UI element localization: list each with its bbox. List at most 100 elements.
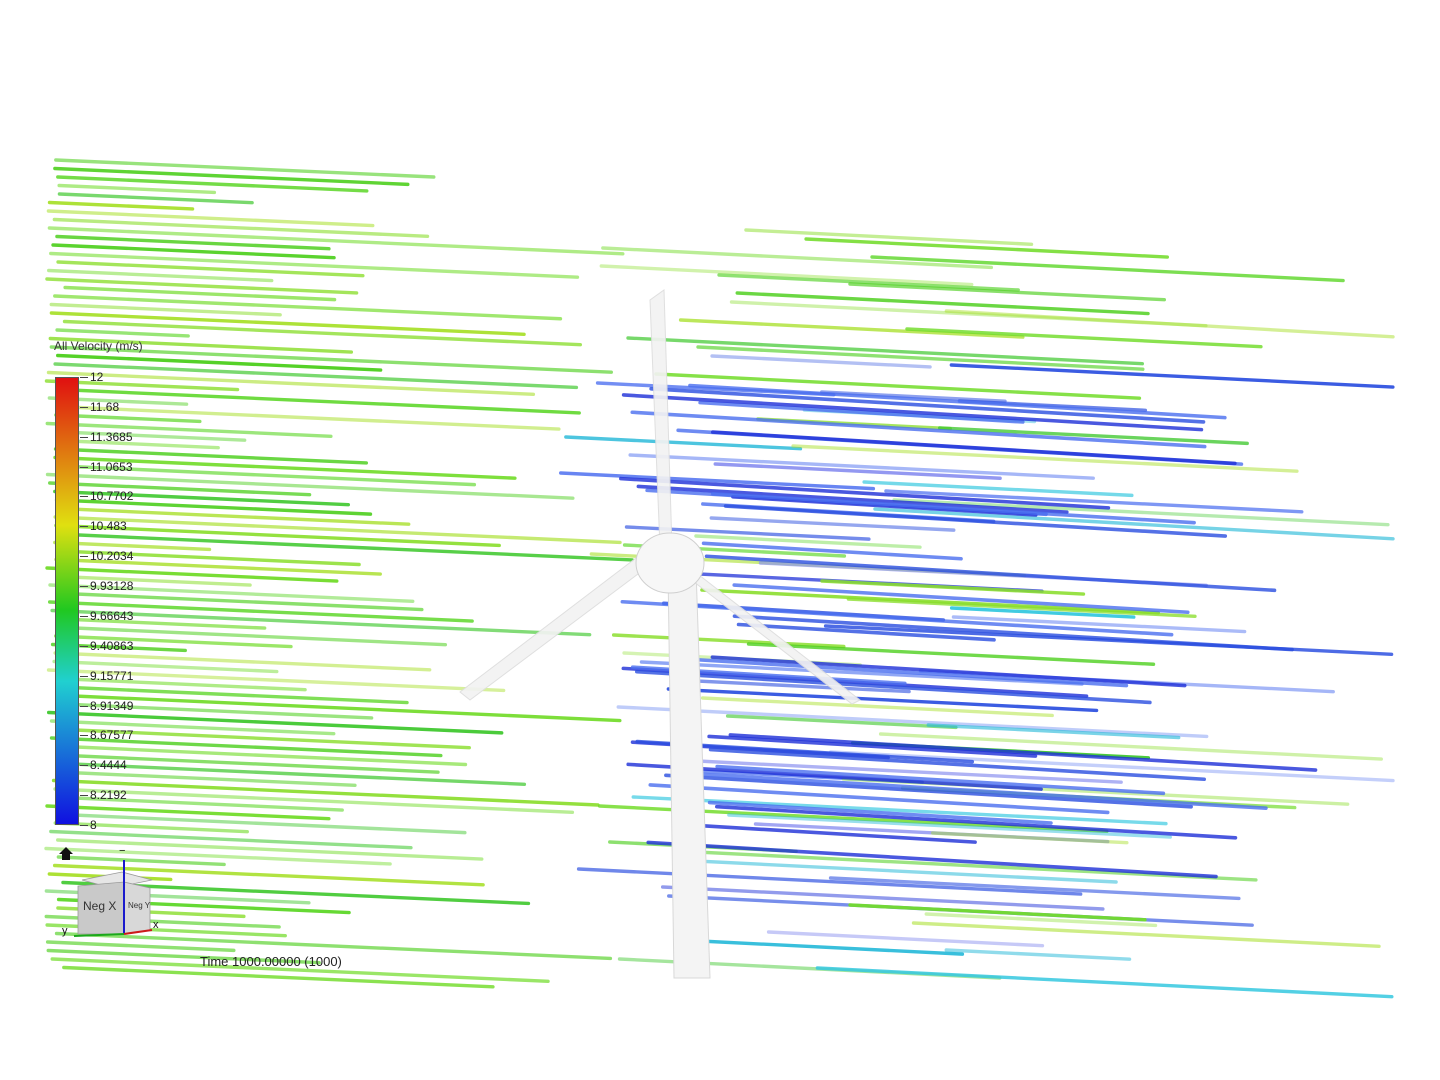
wake-streamline [688, 383, 1227, 420]
axis-z-label: − [119, 845, 125, 857]
streamline [53, 515, 622, 545]
cube-side-label: Neg Y [128, 901, 151, 910]
streamline [55, 404, 561, 431]
streamline [599, 264, 974, 287]
legend-tick [80, 496, 88, 498]
streamline [52, 217, 430, 238]
streamline [700, 696, 1054, 718]
streamline [694, 534, 922, 549]
wake-streamline [723, 504, 1228, 538]
streamline [52, 863, 485, 887]
wake-streamline [619, 476, 1111, 510]
wake-streamline [715, 764, 1166, 796]
streamline [53, 455, 517, 480]
streamline [53, 787, 575, 814]
wake-streamline [731, 495, 1038, 517]
wake-streamline [710, 430, 1237, 466]
streamline [616, 705, 1209, 739]
streamline [53, 447, 369, 465]
streamline [45, 421, 333, 438]
streamline [911, 921, 1381, 948]
streamline [56, 838, 484, 861]
axis-y-label: y [62, 925, 68, 937]
streamline [709, 516, 956, 532]
wake-streamline [620, 599, 1174, 637]
streamline [47, 268, 274, 283]
legend-tick-label: 11.3685 [90, 429, 133, 444]
legend-tick [80, 556, 88, 558]
streamline [62, 727, 471, 750]
streamline [62, 965, 495, 989]
streamline [57, 574, 252, 587]
streamline [713, 462, 1002, 480]
streamline [54, 158, 436, 179]
wake-streamline [698, 400, 1025, 424]
streamline [862, 480, 1134, 498]
turbine-hub [635, 532, 705, 594]
wake-streamline [704, 554, 1277, 593]
streamline [53, 634, 293, 649]
streamline [626, 336, 1145, 366]
legend-tick [80, 436, 88, 438]
legend-tick-label: 9.66643 [90, 608, 134, 623]
cube-front-label: Neg X [83, 899, 116, 913]
streamline [60, 702, 374, 720]
wake-streamline [708, 747, 1207, 782]
legend-tick-label: 10.2034 [90, 549, 134, 564]
streamline [49, 311, 526, 336]
streamline [53, 362, 579, 390]
view-orientation-cube[interactable]: Neg X Neg Y − x y [60, 842, 170, 942]
legend-tick-label: 8 [90, 818, 97, 832]
wake-streamline [707, 800, 1053, 825]
streamline [675, 678, 911, 694]
streamline [56, 438, 220, 450]
streamline [62, 319, 583, 347]
streamline [57, 506, 411, 526]
streamline [631, 795, 1168, 826]
streamline [766, 930, 1045, 948]
streamline [60, 761, 527, 786]
streamline [57, 192, 254, 205]
streamline [52, 659, 279, 674]
streamline [57, 387, 581, 415]
turbine-blade-left [459, 554, 651, 701]
wake-streamline [630, 410, 1207, 449]
legend-tick-label: 10.7702 [90, 489, 134, 504]
streamline [60, 812, 467, 835]
wake-streamline [710, 655, 1187, 688]
time-label: Time 1000.00000 (1000) [200, 954, 342, 969]
streamline [949, 606, 1136, 619]
wake-streamline [634, 669, 1152, 705]
legend-tick [80, 825, 88, 826]
streamline [924, 912, 1158, 928]
streamline [51, 778, 600, 807]
streamline [62, 625, 448, 647]
legend-tick [80, 705, 88, 707]
wake-streamline [664, 773, 1193, 809]
legend-tick [80, 615, 88, 617]
streamline [45, 804, 331, 821]
streamline [601, 246, 994, 270]
wake-streamline [710, 491, 1196, 525]
streamline [56, 855, 226, 867]
wake-streamline [715, 804, 1238, 840]
streamline [46, 668, 506, 693]
home-icon[interactable] [58, 846, 74, 862]
legend-tick [80, 466, 88, 468]
legend-tick [80, 377, 88, 378]
wake-streamline [686, 771, 1268, 810]
streamline [53, 294, 563, 321]
streamline [54, 413, 202, 424]
legend-tick [80, 795, 88, 797]
streamline [49, 302, 282, 317]
legend-title: All Velocity (m/s) [54, 339, 143, 353]
streamline [873, 507, 1395, 541]
streamline [53, 166, 410, 187]
streamline [639, 660, 1084, 686]
streamline [56, 353, 383, 372]
axis-x-label: x [153, 919, 159, 931]
wake-streamline [707, 734, 1038, 758]
turbine-blade-up [649, 289, 673, 549]
